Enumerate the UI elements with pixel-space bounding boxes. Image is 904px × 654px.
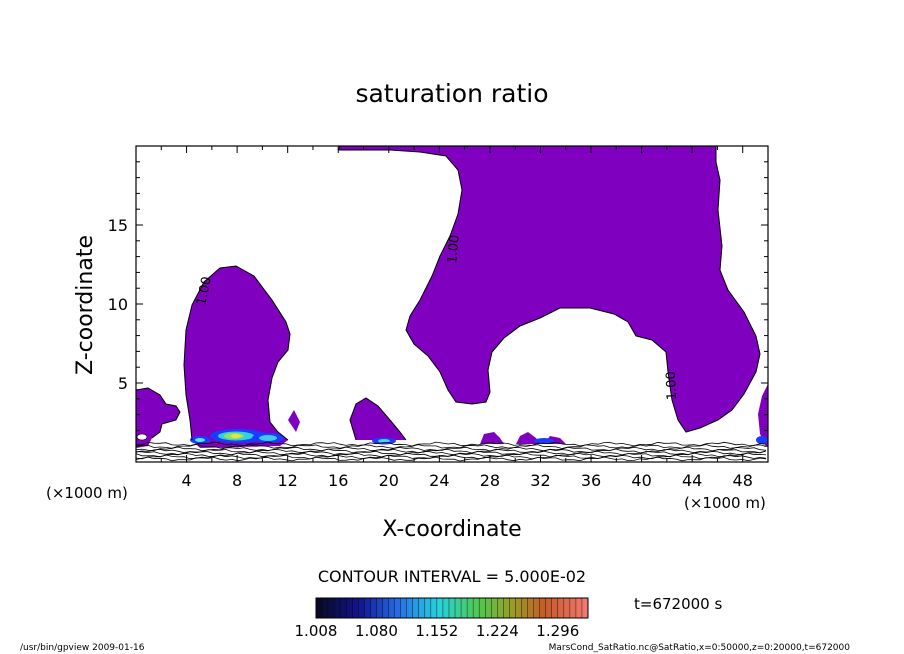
colorbar-cell (358, 598, 365, 618)
x-tick-label: 32 (530, 471, 550, 490)
contour-label: 1.00 (194, 275, 215, 306)
colorbar-cell (352, 598, 359, 618)
colorbar-cell (340, 598, 347, 618)
colorbar-cell (442, 598, 450, 618)
colorbar-cell (479, 598, 486, 618)
x-axis-label: X-coordinate (382, 517, 521, 542)
contour-label: 1.00 (445, 234, 463, 264)
surface-contour-line (135, 448, 767, 454)
contour-label: 1.00 (664, 371, 680, 400)
x-tick-label: 12 (278, 471, 298, 490)
colorbar-cell (497, 598, 504, 618)
y-tick-label: 15 (108, 216, 128, 235)
surface-contour-line (135, 456, 767, 462)
x-unit-label-left: (×1000 m) (46, 484, 128, 502)
saturated-region (136, 146, 768, 448)
x-tick-label: 48 (733, 471, 753, 490)
x-tick-label: 8 (232, 471, 242, 490)
surface-contour-line (135, 450, 767, 456)
colorbar-cell (521, 598, 528, 618)
x-tick-label: 20 (379, 471, 399, 490)
colorbar-cell (455, 598, 462, 618)
colorbar-cell (388, 598, 395, 618)
colorbar-cell (322, 598, 329, 618)
colorbar-cell (436, 598, 444, 618)
colorbar-tick-label: 1.224 (476, 622, 519, 640)
colorbar-cell (370, 598, 377, 618)
colorbar-cell (448, 598, 456, 618)
chart-title: saturation ratio (355, 79, 548, 108)
colorbar-cell (406, 598, 414, 618)
colorbar-cell (467, 598, 474, 618)
x-tick-label: 36 (581, 471, 601, 490)
colorbar-tick-label: 1.152 (415, 622, 458, 640)
colorbar-cell (491, 598, 498, 618)
cloud-8km (184, 266, 290, 448)
colorbar-tick-label: 1.080 (355, 622, 398, 640)
bump-27km (480, 432, 504, 444)
colorbar-cell (485, 598, 492, 618)
surface-contour-line (135, 454, 767, 460)
y-tick-label: 10 (108, 295, 128, 314)
y-axis-label: Z-coordinate (73, 235, 98, 375)
colorbar-cell (418, 598, 426, 618)
y-axis: 5 10 15 (108, 161, 768, 447)
colorbar-cell (382, 598, 389, 618)
surface-contours (135, 441, 767, 462)
colorbar-cell (424, 598, 432, 618)
colorbar-cell (581, 598, 589, 618)
colorbar-cell (509, 598, 516, 618)
time-label: t=672000 s (634, 595, 722, 613)
colorbar-cell (394, 598, 401, 618)
colorbar-cell (575, 598, 583, 618)
x-axis: 4 8 12 16 20 24 28 32 36 40 44 48 (160, 146, 753, 490)
contour-interval: CONTOUR INTERVAL = 5.000E-02 (318, 567, 586, 586)
surface-contour-line (135, 441, 767, 447)
colorbar-cell (551, 598, 559, 618)
x-tick-label: 16 (328, 471, 348, 490)
colorbar-cell (557, 598, 565, 618)
colorbar-cell (515, 598, 522, 618)
colorbar-cell (503, 598, 510, 618)
colorbar-frame (315, 597, 589, 619)
colorbar-cell (533, 598, 540, 618)
x-tick-label: 28 (480, 471, 500, 490)
colorbar-cell (412, 598, 420, 618)
cloud-19km (350, 398, 406, 440)
colorbar-ticks: 1.008 1.080 1.152 1.224 1.296 (295, 622, 580, 640)
colorbar-cell (316, 598, 323, 618)
colorbar-cell (473, 598, 480, 618)
x-unit-label-right: (×1000 m) (684, 494, 766, 512)
x-tick-label: 24 (429, 471, 449, 490)
colorbar-cell (346, 598, 353, 618)
upper-cloud (338, 146, 760, 432)
bump-12km (288, 410, 300, 432)
left-edge-cloud (136, 388, 180, 448)
colorbar-cell (563, 598, 571, 618)
colorbar-cell (569, 598, 577, 618)
footer-right: MarsCond_SatRatio.nc@SatRatio,x=0:50000,… (549, 643, 851, 653)
colorbar-cell (400, 598, 407, 618)
colorbar-cell (430, 598, 438, 618)
contour-lines (135, 145, 761, 441)
footer-left: /usr/bin/gpview 2009-01-16 (20, 643, 145, 653)
colorbar-cell (461, 598, 468, 618)
colorbar-tick-label: 1.296 (536, 622, 579, 640)
x-tick-label: 4 (181, 471, 191, 490)
colorbar-tick-label: 1.008 (295, 622, 338, 640)
colorbar-cell (545, 598, 553, 618)
colorbar-cell (328, 598, 335, 618)
colorbar-cell (539, 598, 546, 618)
colorbar-cell (364, 598, 371, 618)
high-saturation-spots (136, 429, 768, 445)
x-tick-label: 40 (631, 471, 651, 490)
colorbar-cell (527, 598, 534, 618)
colorbar-cell (376, 598, 383, 618)
surface-contour-line (135, 444, 767, 449)
colorbar-cell (334, 598, 341, 618)
colorbar (315, 598, 589, 618)
y-tick-label: 5 (118, 374, 128, 393)
x-tick-label: 44 (682, 471, 702, 490)
